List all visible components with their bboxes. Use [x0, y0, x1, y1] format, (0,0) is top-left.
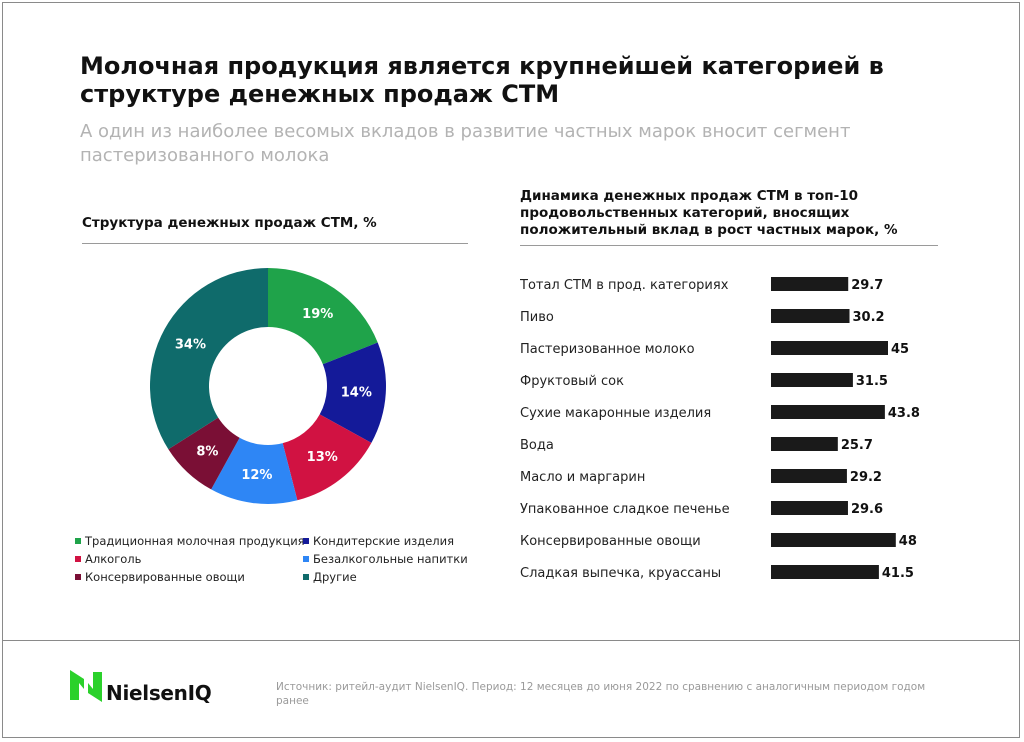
legend-item: Алкоголь: [75, 552, 141, 566]
bar-category-label: Консервированные овощи: [520, 534, 701, 549]
legend-swatch: [75, 538, 81, 544]
legend-label: Алкоголь: [85, 552, 142, 566]
bar-value-label: 48: [899, 534, 917, 549]
bar: [771, 277, 849, 291]
bar: [771, 341, 888, 355]
donut-slice: [282, 414, 372, 501]
donut-slice: [268, 268, 378, 365]
donut-slice: [211, 437, 298, 504]
legend-swatch: [303, 574, 309, 580]
donut-slice: [168, 417, 240, 490]
bar-value-label: 43.8: [888, 406, 920, 421]
bar-value-label: 25.7: [841, 438, 873, 453]
page-title: Молочная продукция является крупнейшей к…: [80, 52, 884, 108]
legend-label: Традиционная молочная продукция: [85, 534, 305, 548]
bar-category-label: Вода: [520, 438, 554, 453]
bar-category-label: Упакованное сладкое печенье: [520, 502, 730, 517]
bar-category-label: Пастеризованное молоко: [520, 342, 695, 357]
bar: [771, 533, 896, 547]
donut-slice-label: 12%: [241, 468, 272, 483]
legend-swatch: [75, 556, 81, 562]
bar: [771, 405, 885, 419]
bar: [771, 469, 847, 483]
bar-value-label: 29.7: [851, 278, 883, 293]
legend-label: Консервированные овощи: [85, 570, 245, 584]
donut-slice-label: 13%: [307, 450, 338, 465]
bar-value-label: 29.2: [850, 470, 882, 485]
bar: [771, 373, 853, 387]
brand-name: NielsenIQ: [106, 681, 212, 705]
bar-category-label: Сухие макаронные изделия: [520, 406, 711, 421]
donut-slice: [150, 268, 268, 450]
donut-chart: 19% 14% 13% 12% 8% 34%: [150, 268, 386, 504]
legend-item: Традиционная молочная продукция: [75, 534, 305, 548]
donut-slice: [319, 342, 386, 443]
source-note: Источник: ритейл-аудит NielsenIQ. Период…: [276, 681, 926, 707]
bar: [771, 501, 848, 515]
bar-category-label: Тотал СТМ в прод. категориях: [520, 278, 729, 293]
legend-swatch: [75, 574, 81, 580]
bar-category-label: Фруктовый сок: [520, 374, 624, 389]
bar-value-label: 45: [891, 342, 909, 357]
legend-swatch: [303, 556, 309, 562]
legend-label: Безалкогольные напитки: [313, 552, 468, 566]
donut-slice-label: 8%: [196, 445, 218, 460]
legend-item: Консервированные овощи: [75, 570, 245, 584]
legend-swatch: [303, 538, 309, 544]
donut-slice-label: 19%: [302, 307, 333, 322]
bar-category-label: Масло и маргарин: [520, 470, 645, 485]
bar-value-label: 31.5: [856, 374, 888, 389]
nielseniq-logo-icon: [70, 670, 102, 702]
bar-value-label: 29.6: [851, 502, 883, 517]
legend-label: Другие: [313, 570, 357, 584]
bar-chart-title: Динамика денежных продаж СТМ в топ-10 пр…: [520, 188, 898, 238]
bar-value-label: 30.2: [853, 310, 885, 325]
donut-title-rule: [82, 243, 468, 244]
donut-slice-label: 34%: [175, 337, 206, 352]
legend-item: Другие: [303, 570, 357, 584]
legend-item: Кондитерские изделия: [303, 534, 454, 548]
bar-category-label: Пиво: [520, 310, 554, 325]
bar-title-rule: [520, 245, 938, 246]
bar-chart: Тотал СТМ в прод. категориях 29.7 Пиво 30.2…: [520, 277, 920, 581]
donut-slice-label: 14%: [341, 386, 372, 401]
legend-item: Безалкогольные напитки: [303, 552, 468, 566]
bar: [771, 565, 879, 579]
bar-value-label: 41.5: [882, 566, 914, 581]
legend-label: Кондитерские изделия: [313, 534, 455, 548]
page-subtitle: А один из наиболее весомых вкладов в раз…: [80, 121, 851, 166]
footer-divider: [3, 640, 1019, 641]
bar-category-label: Сладкая выпечка, круассаны: [520, 566, 721, 581]
bar: [771, 437, 838, 451]
donut-chart-title: Структура денежных продаж СТМ, %: [82, 215, 377, 231]
bar: [771, 309, 850, 323]
